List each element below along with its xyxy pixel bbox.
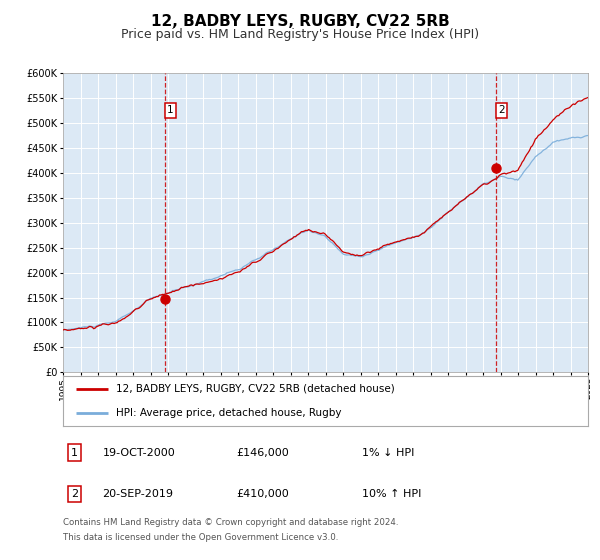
Text: 2: 2 (71, 489, 78, 499)
Text: 19-OCT-2000: 19-OCT-2000 (103, 448, 175, 458)
Text: £146,000: £146,000 (236, 448, 289, 458)
Text: 1: 1 (167, 105, 174, 115)
Text: 12, BADBY LEYS, RUGBY, CV22 5RB: 12, BADBY LEYS, RUGBY, CV22 5RB (151, 14, 449, 29)
Text: 12, BADBY LEYS, RUGBY, CV22 5RB (detached house): 12, BADBY LEYS, RUGBY, CV22 5RB (detache… (115, 384, 394, 394)
Text: £410,000: £410,000 (236, 489, 289, 499)
Text: This data is licensed under the Open Government Licence v3.0.: This data is licensed under the Open Gov… (63, 533, 338, 542)
Text: 10% ↑ HPI: 10% ↑ HPI (362, 489, 422, 499)
Text: HPI: Average price, detached house, Rugby: HPI: Average price, detached house, Rugb… (115, 408, 341, 418)
Text: Contains HM Land Registry data © Crown copyright and database right 2024.: Contains HM Land Registry data © Crown c… (63, 518, 398, 527)
Text: 1% ↓ HPI: 1% ↓ HPI (362, 448, 415, 458)
Text: 1: 1 (71, 448, 78, 458)
Text: 20-SEP-2019: 20-SEP-2019 (103, 489, 173, 499)
Text: Price paid vs. HM Land Registry's House Price Index (HPI): Price paid vs. HM Land Registry's House … (121, 28, 479, 41)
Text: 2: 2 (498, 105, 505, 115)
